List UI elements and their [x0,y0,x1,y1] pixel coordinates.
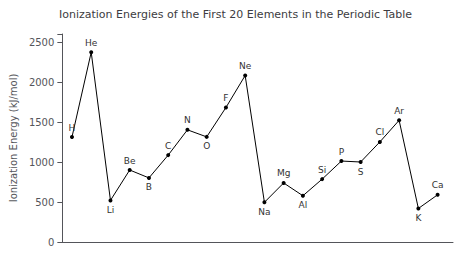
svg-text:H: H [69,123,76,133]
svg-text:C: C [165,141,171,151]
svg-text:Na: Na [258,207,270,217]
svg-text:Cl: Cl [375,127,384,137]
svg-text:0: 0 [48,237,54,248]
svg-text:P: P [339,147,345,157]
svg-text:Ionization Energy (kJ/mol): Ionization Energy (kJ/mol) [8,74,19,203]
svg-text:Ca: Ca [432,180,444,190]
svg-text:B: B [146,182,152,192]
svg-text:O: O [203,141,210,151]
svg-text:Ne: Ne [239,61,252,71]
svg-text:Al: Al [299,200,308,210]
svg-text:N: N [184,115,191,125]
svg-text:2000: 2000 [29,77,54,88]
svg-text:1000: 1000 [29,157,54,168]
svg-text:1500: 1500 [29,117,54,128]
svg-text:Si: Si [318,165,326,175]
svg-text:Be: Be [124,156,136,166]
svg-text:Mg: Mg [277,168,290,178]
svg-text:500: 500 [35,197,54,208]
svg-text:Li: Li [107,205,115,215]
svg-text:He: He [85,38,98,48]
svg-text:F: F [223,93,228,103]
svg-text:2500: 2500 [29,37,54,48]
svg-text:S: S [358,167,364,177]
svg-text:Ionization Energies of the Fir: Ionization Energies of the First 20 Elem… [59,8,412,21]
svg-text:Ar: Ar [394,106,404,116]
svg-text:K: K [415,213,422,223]
